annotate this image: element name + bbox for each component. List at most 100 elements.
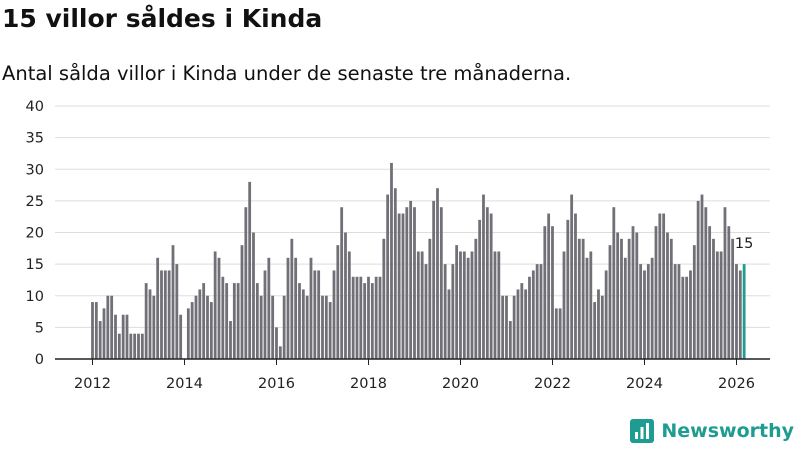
y-tick-label: 15 (26, 257, 44, 273)
bar (221, 276, 225, 359)
bar (692, 245, 696, 359)
bar (378, 276, 382, 359)
bar (424, 264, 428, 360)
bar (244, 207, 248, 359)
bar (738, 270, 742, 359)
x-tick-label: 2024 (626, 376, 663, 392)
bar (723, 207, 727, 359)
bar (370, 283, 374, 359)
bar (474, 238, 478, 359)
bar (344, 232, 347, 359)
bar (658, 213, 662, 359)
bar (263, 270, 267, 359)
bar (439, 207, 443, 359)
bar (700, 194, 704, 359)
bar (531, 270, 535, 359)
bar (643, 270, 646, 359)
labels: 0 5 10 15 20 25 30 35 40 2012 2014 2016 2018 2020 2022… (26, 99, 755, 392)
newsworthy-logo-icon (630, 419, 655, 443)
bar (681, 276, 685, 359)
bar (225, 283, 229, 359)
bar (604, 270, 608, 359)
bar (708, 226, 712, 359)
x-tick-label: 2016 (258, 376, 295, 392)
bar (416, 251, 420, 359)
bar (558, 308, 562, 359)
bar (650, 257, 654, 359)
bar (179, 314, 183, 359)
bar (570, 194, 574, 359)
bar (386, 194, 390, 359)
bar (508, 321, 512, 359)
bar (206, 295, 209, 359)
y-tick-label: 10 (26, 289, 44, 305)
bar (489, 213, 493, 359)
bar (405, 207, 409, 359)
bar (712, 238, 715, 359)
bar (271, 295, 275, 359)
bar (229, 321, 232, 359)
bar (240, 245, 244, 359)
bar (259, 295, 263, 359)
bar (332, 270, 336, 359)
bar (194, 295, 198, 359)
bar-latest (742, 264, 746, 360)
x-tick-label: 2012 (74, 376, 111, 392)
bar (217, 257, 221, 359)
bar (148, 289, 152, 359)
x-tick-label: 2014 (166, 376, 203, 392)
bar (374, 276, 378, 359)
bar (577, 238, 581, 359)
y-tick-label: 25 (26, 194, 44, 210)
bar (566, 219, 570, 359)
bar (470, 251, 474, 359)
bar (324, 295, 328, 359)
bar (313, 270, 317, 359)
bar (547, 213, 551, 359)
bar (535, 264, 539, 360)
bar (585, 257, 589, 359)
bar (144, 283, 148, 359)
bar (129, 333, 133, 359)
bar (110, 295, 114, 359)
bar (727, 226, 731, 359)
bar (133, 333, 137, 359)
bar (102, 308, 106, 359)
bar (267, 257, 271, 359)
bar (646, 264, 650, 360)
bar (340, 207, 344, 359)
bar (689, 270, 692, 359)
bar (321, 295, 324, 359)
newsworthy-brand: Newsworthy (629, 418, 794, 444)
bar (298, 283, 301, 359)
bar (167, 270, 171, 359)
bar (121, 314, 125, 359)
bar (328, 302, 332, 359)
bar (436, 188, 439, 359)
x-axis (55, 358, 770, 365)
bar (117, 333, 121, 359)
bar (286, 257, 290, 359)
bar (459, 251, 462, 359)
bar (390, 162, 393, 359)
bar (393, 188, 397, 359)
bar (574, 213, 577, 359)
bar (278, 346, 282, 359)
bar (275, 327, 278, 360)
brand-name: Newsworthy (661, 420, 794, 442)
bar (662, 213, 666, 359)
bar (539, 264, 543, 360)
bar (252, 232, 255, 359)
bar (367, 276, 370, 359)
bar (198, 289, 202, 359)
bar (359, 276, 363, 359)
bar (160, 270, 163, 359)
bar (669, 238, 673, 359)
bar (305, 295, 309, 359)
bar (482, 194, 485, 359)
bar (413, 207, 416, 359)
bar (520, 283, 524, 359)
bar (98, 321, 102, 359)
bar (209, 302, 213, 359)
